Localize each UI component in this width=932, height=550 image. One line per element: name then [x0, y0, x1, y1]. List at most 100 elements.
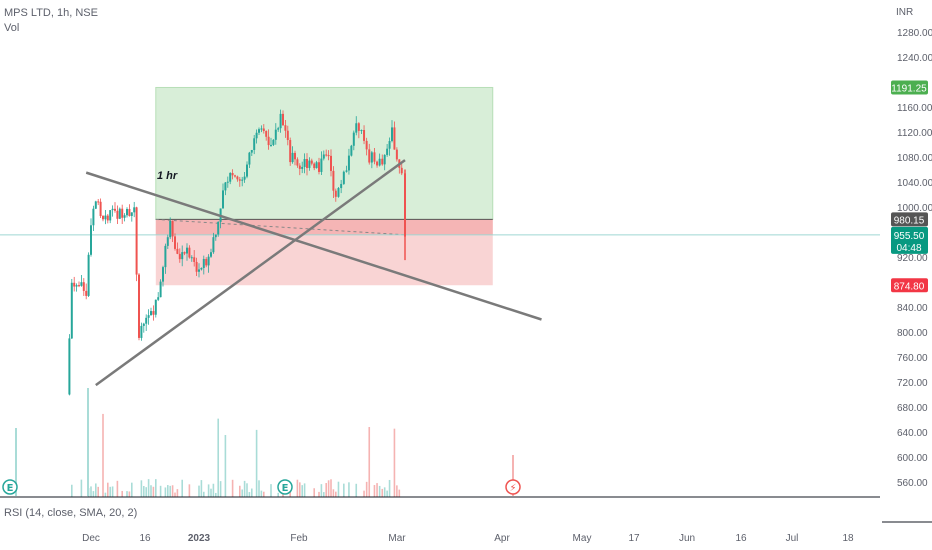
candle-body	[222, 190, 224, 209]
volume-bar	[143, 486, 145, 497]
candle-body	[142, 323, 145, 326]
volume-bar	[164, 487, 167, 497]
candle-body	[224, 182, 227, 191]
volume-bars	[15, 388, 514, 497]
candle-body	[135, 207, 138, 275]
candle-body	[243, 176, 246, 180]
y-tick-label: 920.00	[897, 253, 928, 264]
volume-bar	[145, 487, 147, 497]
volume-bar	[210, 488, 212, 497]
candle-body	[109, 210, 112, 221]
candle-body	[226, 181, 229, 183]
volume-bar	[296, 479, 299, 497]
target-price-tag: 1191.25	[891, 83, 927, 94]
volume-bar	[282, 492, 284, 497]
y-tick-label: 720.00	[897, 378, 928, 389]
candle-body	[133, 207, 136, 213]
candle-body	[202, 258, 205, 268]
candle-body	[246, 164, 248, 177]
y-tick-label: 1120.00	[897, 128, 932, 139]
candle-body	[114, 208, 116, 211]
candle-body	[322, 154, 325, 159]
volume-bar	[92, 491, 95, 497]
candle-body	[350, 145, 353, 156]
y-tick-label: 760.00	[897, 353, 928, 364]
volume-bar	[167, 485, 169, 497]
event-markers[interactable]: E E ⚡	[2, 479, 521, 495]
x-tick-label: Feb	[290, 533, 308, 544]
volume-spike	[512, 455, 514, 496]
candle-body	[188, 247, 191, 258]
current-price-tag: 955.50	[894, 231, 925, 242]
candle-body	[253, 138, 256, 150]
volume-bar	[258, 480, 260, 497]
candle-body	[342, 171, 345, 184]
volume-bar	[263, 491, 265, 497]
candle-body	[291, 152, 294, 163]
volume-bar	[147, 479, 150, 497]
y-tick-label: 680.00	[897, 403, 928, 414]
candle-body	[166, 237, 169, 246]
candle-body	[272, 139, 275, 145]
volume-bar	[169, 485, 171, 497]
volume-bar	[109, 486, 111, 497]
candle-body	[282, 113, 284, 126]
candle-body	[200, 267, 203, 270]
volume-bar	[260, 490, 263, 497]
candle-body	[236, 176, 239, 180]
volume-bar	[368, 427, 371, 497]
candle-body	[169, 221, 172, 238]
candle-body	[277, 128, 280, 130]
y-tick-label: 560.00	[897, 478, 928, 489]
volume-bar	[303, 483, 306, 497]
candle-body	[332, 170, 335, 191]
candle-body	[334, 190, 337, 197]
candle-body	[386, 148, 389, 155]
candle-body	[274, 129, 277, 140]
volume-bar	[313, 488, 315, 497]
volume-bar	[248, 492, 251, 497]
candle-body	[325, 154, 328, 156]
rsi-label[interactable]: RSI (14, close, SMA, 20, 2)	[4, 507, 138, 519]
candle-body	[289, 140, 292, 163]
candle-body	[97, 201, 100, 203]
volume-bar	[111, 486, 114, 497]
candle-body	[352, 132, 355, 146]
countdown-tag: 04:48	[896, 243, 921, 254]
candle-body	[116, 210, 119, 219]
x-tick-label: Dec	[82, 533, 100, 544]
candle-body	[267, 136, 270, 146]
volume-bar	[152, 486, 155, 497]
candle-body	[260, 128, 263, 130]
candle-body	[126, 208, 128, 216]
position-zones[interactable]	[0, 86, 880, 286]
volume-bar	[332, 489, 335, 497]
candle-body	[207, 256, 210, 266]
candle-body	[198, 269, 200, 272]
candle-body	[73, 282, 76, 287]
earnings-marker: E	[277, 479, 293, 495]
volume-bar	[231, 479, 234, 497]
candle-body	[176, 248, 179, 254]
candle-body	[157, 297, 160, 300]
candle-body	[294, 152, 296, 160]
candle-body	[138, 274, 140, 338]
candle-body	[347, 155, 350, 171]
earnings-marker-glyph: E	[282, 483, 289, 494]
volume-bar	[107, 482, 109, 497]
candle-body	[378, 158, 381, 166]
candle-body	[365, 140, 368, 150]
volume-bar	[388, 479, 391, 497]
timeframe-annotation[interactable]: 1 hr	[157, 170, 178, 182]
volume-bar	[355, 483, 358, 497]
trendlines[interactable]	[85, 159, 542, 387]
candle-body	[164, 245, 167, 268]
candle-body	[330, 155, 332, 171]
candle-body	[284, 125, 287, 131]
x-tick-label: Mar	[388, 533, 406, 544]
candle-body	[248, 152, 251, 165]
volume-bar	[150, 485, 152, 497]
candle-body	[183, 252, 186, 254]
